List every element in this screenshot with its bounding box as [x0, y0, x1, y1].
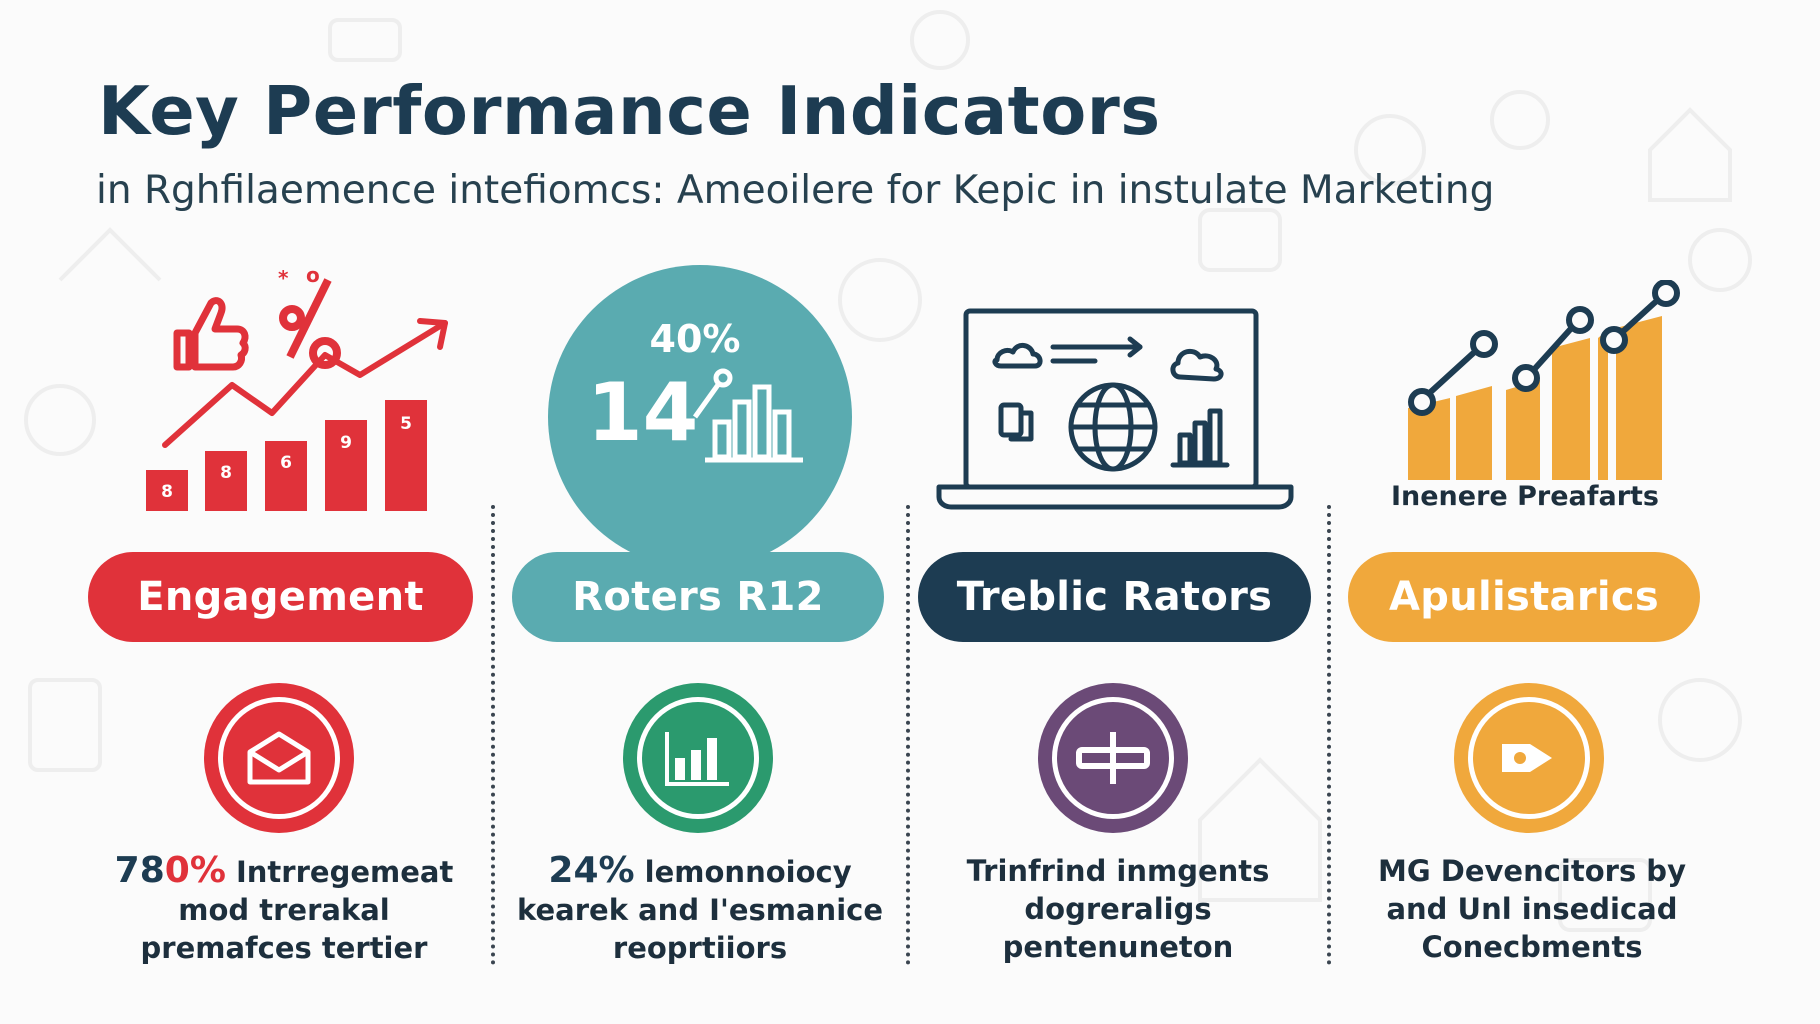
roters-number: 24% [548, 850, 635, 891]
apulistarics-pill: Apulistarics [1348, 552, 1700, 642]
column-divider [1327, 505, 1331, 965]
svg-text:o: o [306, 265, 320, 287]
desc-line: MG Devencitors by [1378, 854, 1686, 888]
percent-icon [279, 278, 341, 369]
circle-number: 14 [587, 366, 698, 459]
circle-percent: 40% [650, 317, 741, 361]
bar-label: 9 [340, 433, 352, 453]
apulistarics-badge [1454, 683, 1604, 833]
growth-bars-illustration [1408, 280, 1680, 480]
engagement-number: 780% [114, 850, 226, 891]
engagement-pill: Engagement [88, 552, 473, 642]
apulistarics-description: MG Devencitors by and Unl insedicad Cone… [1332, 852, 1732, 966]
cloud-icon [992, 343, 1043, 369]
desc-line: mod trerakal [178, 893, 390, 927]
chart-caption: Inenere Preafarts [1390, 481, 1660, 512]
mini-chart-icon [692, 368, 803, 463]
desc-line: pentenuneton [1002, 930, 1234, 964]
column-divider [491, 505, 495, 965]
treblic-badge [1038, 683, 1188, 833]
bar-label: 5 [400, 414, 412, 434]
laptop-illustration [936, 308, 1294, 510]
desc-line: reoprtiiors [612, 931, 788, 965]
trend-arrow-icon [162, 318, 448, 448]
bar-label: 8 [220, 463, 232, 483]
page-title: Key Performance Indicators [98, 72, 1161, 150]
page-subtitle: in Rghfilaemence intefiomcs: Ameoilere f… [96, 168, 1495, 213]
thumbs-up-icon [173, 297, 249, 371]
engagement-growth-illustration: * o 8 8 6 9 5 [146, 265, 448, 511]
roters-pill: Roters R12 [512, 552, 884, 642]
desc-line: Conecbments [1421, 930, 1643, 964]
bar-label: 6 [280, 453, 292, 473]
arrow-right-icon [1502, 744, 1552, 772]
desc-line: kearek and I'esmanice [517, 893, 883, 927]
roters-badge [623, 683, 773, 833]
trend-line-icon [1408, 280, 1680, 416]
svg-text:*: * [278, 266, 289, 290]
desc-line: and Unl insedicad [1386, 892, 1678, 926]
desc-line: lemonnoiocy [644, 855, 852, 889]
teal-circle-illustration: 40% 14 [548, 265, 852, 569]
bar-chart-icon [665, 732, 729, 786]
desc-line: Trinfrind inmgents [966, 854, 1270, 888]
plus-minus-icon [1076, 732, 1150, 784]
engagement-badge [204, 683, 354, 833]
treblic-pill: Treblic Rators [918, 552, 1311, 642]
column-divider [906, 505, 910, 965]
bar-label: 8 [161, 482, 173, 502]
desc-line: dogreraligs [1024, 892, 1212, 926]
desc-line: Intrregemeat [236, 855, 454, 889]
desc-line: premafces tertier [140, 931, 428, 965]
engagement-description: 780% Intrregemeat mod trerakal premafces… [84, 852, 484, 967]
treblic-description: Trinfrind inmgents dogreraligs pentenune… [918, 852, 1318, 966]
envelope-icon [247, 731, 311, 785]
roters-description: 24% lemonnoiocy kearek and I'esmanice re… [500, 852, 900, 967]
